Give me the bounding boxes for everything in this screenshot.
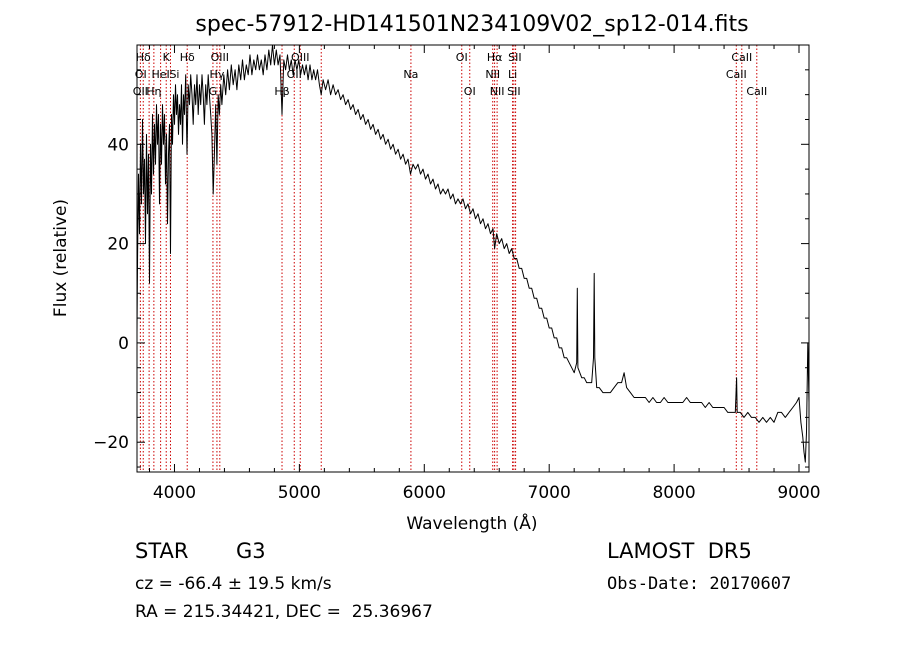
spectrum-line — [137, 45, 809, 463]
marker-label-19: Hη — [146, 85, 161, 98]
x-tick-label-8000: 8000 — [652, 483, 695, 503]
y-tick-label-40: 40 — [107, 135, 129, 155]
marker-label-14: Na — [403, 68, 418, 81]
y-axis: −20 0 20 40 — [93, 69, 809, 468]
marker-label-16: Li — [508, 68, 517, 81]
marker-label-2: Hδ — [180, 51, 195, 64]
marker-label-13: OII — [287, 68, 302, 81]
marker-label-17: CaII — [726, 68, 747, 81]
y-tick-label--20: −20 — [93, 433, 129, 453]
object-class: STAR — [135, 539, 189, 563]
marker-label-11: Si — [169, 68, 179, 81]
marker-label-20: G — [209, 85, 218, 98]
y-tick-label-0: 0 — [118, 334, 129, 354]
y-tick-label-20: 20 — [107, 235, 129, 255]
y-axis-label: Flux (relative) — [51, 199, 71, 317]
marker-label-21: Hβ — [274, 85, 289, 98]
series-group — [137, 45, 809, 463]
marker-label-9: OI — [135, 68, 147, 81]
marker-label-10: HeI — [151, 68, 169, 81]
x-axis: 4000 5000 6000 7000 8000 9000 — [148, 45, 821, 503]
x-tick-label-6000: 6000 — [403, 483, 446, 503]
marker-label-24: SII — [507, 85, 520, 98]
object-subclass: G3 — [236, 539, 266, 563]
marker-label-25: CaII — [746, 85, 767, 98]
x-tick-label-5000: 5000 — [278, 483, 321, 503]
plot-frame — [136, 44, 810, 473]
survey-name: LAMOST DR5 — [607, 539, 752, 563]
chart-title: spec-57912-HD141501N234109V02_sp12-014.f… — [195, 12, 748, 37]
marker-label-4: OIII — [291, 51, 309, 64]
marker-label-0: Hδ — [136, 51, 151, 64]
marker-label-22: OI — [464, 85, 476, 98]
coordinates: RA = 215.34421, DEC = 25.36967 — [135, 602, 433, 622]
marker-label-6: Hα — [487, 51, 503, 64]
marker-label-15: NII — [485, 68, 500, 81]
obs-date: Obs-Date: 20170607 — [607, 574, 792, 594]
marker-label-1: K — [163, 51, 171, 64]
marker-label-3: OIII — [211, 51, 229, 64]
marker-label-8: CaII — [731, 51, 752, 64]
marker-label-12: Hγ — [210, 68, 225, 81]
x-tick-label-7000: 7000 — [528, 483, 571, 503]
redshift-cz: cz = -66.4 ± 19.5 km/s — [135, 574, 332, 594]
x-tick-label-9000: 9000 — [777, 483, 820, 503]
marker-label-5: OI — [456, 51, 468, 64]
marker-label-23: NII — [490, 85, 505, 98]
marker-label-7: SII — [508, 51, 521, 64]
x-axis-label: Wavelength (Å) — [406, 512, 537, 534]
line-markers: Hδ K Hδ OIII OIII OI Hα SII CaII OI HeI Si Hγ OII Na NI… — [133, 45, 767, 472]
x-tick-label-4000: 4000 — [153, 483, 196, 503]
